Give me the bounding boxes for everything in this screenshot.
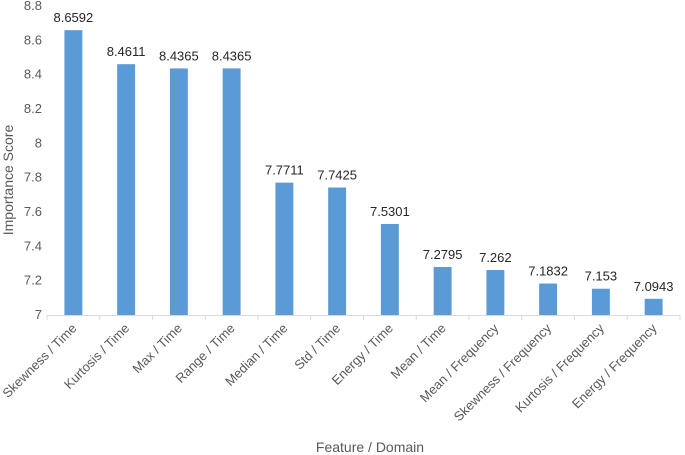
bar [117, 64, 136, 316]
y-axis-ticks: 7 7.2 7.4 7.6 7.8 8 8.2 8.4 8.6 8.8 [24, 0, 42, 322]
data-label: 7.5301 [370, 204, 410, 219]
bar [539, 283, 558, 315]
category-label: Skewness / Frequency [451, 320, 555, 424]
bar [64, 30, 83, 316]
y-tick-label: 7.8 [24, 170, 42, 185]
data-label: 7.7425 [317, 168, 357, 183]
data-label: 7.1832 [528, 264, 568, 279]
y-tick-label: 8 [35, 135, 42, 150]
bar [433, 267, 452, 315]
bar [486, 270, 505, 315]
data-label: 7.153 [585, 269, 618, 284]
data-label: 7.0943 [634, 279, 674, 294]
data-label: 8.6592 [53, 10, 93, 25]
y-tick-label: 7.6 [24, 204, 42, 219]
y-tick-label: 7.2 [24, 273, 42, 288]
bar [644, 298, 663, 315]
bar [591, 288, 610, 315]
bar [328, 187, 347, 315]
y-tick-label: 8.2 [24, 101, 42, 116]
data-label: 8.4365 [159, 48, 199, 63]
category-label: Max / Time [129, 321, 185, 377]
y-tick-label: 8.8 [24, 0, 42, 13]
x-axis-title: Feature / Domain [316, 439, 424, 455]
data-label: 7.262 [479, 250, 512, 265]
data-label: 7.7711 [265, 163, 304, 178]
bar [275, 182, 294, 315]
bar [169, 68, 188, 315]
category-label: Kurtosis / Frequency [512, 320, 607, 415]
data-label: 8.4611 [107, 44, 146, 59]
y-axis-title: Importance Score [0, 125, 16, 236]
data-label: 8.4365 [212, 48, 252, 63]
bar [380, 223, 399, 315]
y-tick-label: 8.4 [24, 67, 42, 82]
y-tick-label: 7 [35, 307, 42, 322]
data-label: 7.2795 [423, 247, 463, 262]
category-label: Std / Time [291, 321, 343, 373]
y-tick-label: 8.6 [24, 32, 42, 47]
data-labels: 8.6592 8.4611 8.4365 8.4365 7.7711 7.7425 7.53… [53, 10, 673, 294]
x-axis-tick-marks [46, 315, 681, 320]
y-tick-label: 7.4 [24, 238, 42, 253]
bars [64, 30, 663, 316]
bar [222, 68, 241, 315]
